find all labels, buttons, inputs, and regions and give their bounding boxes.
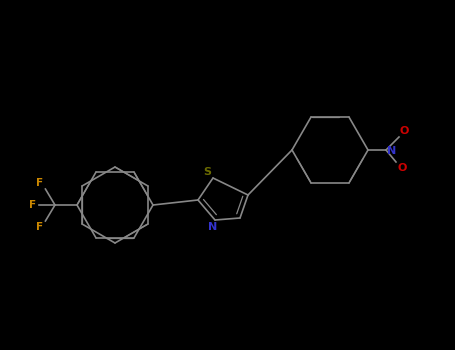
Text: F: F <box>36 222 43 232</box>
Text: F: F <box>29 200 36 210</box>
Text: N: N <box>387 146 396 156</box>
Text: N: N <box>208 222 217 232</box>
Text: O: O <box>397 163 406 173</box>
Text: S: S <box>203 167 211 177</box>
Text: F: F <box>36 178 43 188</box>
Text: O: O <box>400 126 410 136</box>
